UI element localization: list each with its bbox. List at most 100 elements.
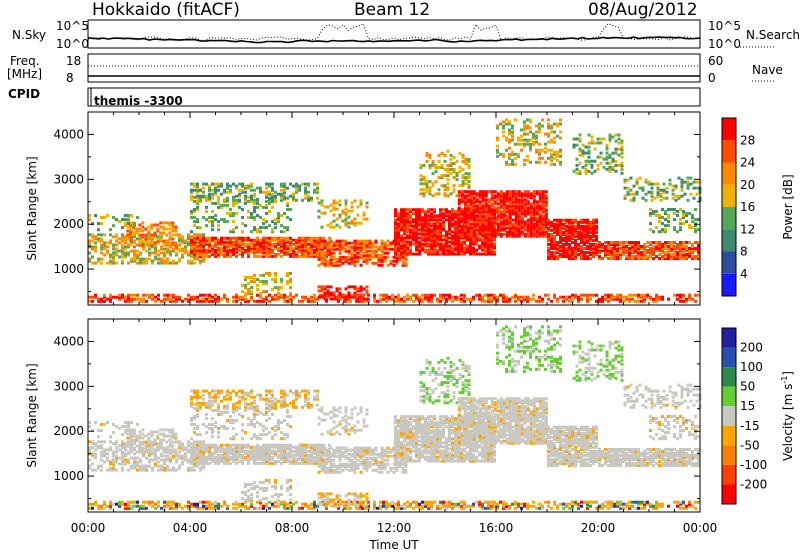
power-cell bbox=[283, 240, 286, 244]
power-cell bbox=[409, 240, 412, 244]
power-cell bbox=[562, 230, 565, 234]
power-cell bbox=[434, 192, 438, 196]
power-cell bbox=[241, 222, 244, 226]
power-cell bbox=[508, 130, 511, 134]
power-cell bbox=[144, 227, 148, 231]
power-cell bbox=[274, 271, 277, 275]
power-cell bbox=[253, 299, 256, 303]
power-cell bbox=[605, 161, 609, 165]
power-cell bbox=[505, 192, 509, 196]
velocity-cell bbox=[157, 500, 160, 504]
power-cell bbox=[514, 152, 517, 156]
power-cell bbox=[686, 186, 690, 190]
power-cell bbox=[172, 295, 175, 299]
power-cell bbox=[484, 198, 488, 202]
power-cell bbox=[493, 212, 496, 216]
power-cell bbox=[406, 222, 409, 226]
velocity-cell bbox=[358, 502, 361, 506]
velocity-cell bbox=[211, 506, 214, 510]
power-cell bbox=[406, 226, 409, 230]
power-cell bbox=[556, 299, 559, 303]
power-cell bbox=[694, 218, 697, 222]
power-cell bbox=[406, 248, 409, 252]
power-cell bbox=[502, 152, 505, 156]
power-cell bbox=[332, 213, 336, 217]
power-cell bbox=[469, 192, 473, 196]
velocity-cell bbox=[607, 500, 610, 504]
power-cell bbox=[175, 245, 178, 249]
power-cell bbox=[667, 214, 670, 217]
power-cell bbox=[181, 239, 184, 243]
power-cell bbox=[412, 230, 415, 234]
power-cell bbox=[523, 202, 527, 206]
power-cell bbox=[154, 251, 157, 255]
power-cell bbox=[541, 190, 545, 194]
power-cell bbox=[502, 130, 505, 134]
power-cell bbox=[320, 211, 324, 215]
power-cell bbox=[487, 230, 491, 234]
power-cell bbox=[335, 297, 339, 301]
power-cell bbox=[676, 245, 679, 248]
power-cell bbox=[229, 240, 232, 244]
power-cell bbox=[622, 295, 625, 299]
power-cell bbox=[400, 226, 403, 230]
power-cell bbox=[523, 126, 526, 130]
power-cell bbox=[463, 202, 467, 206]
power-cell bbox=[310, 196, 313, 200]
velocity-cell bbox=[319, 500, 322, 504]
power-cell bbox=[454, 242, 457, 246]
power-cell bbox=[132, 233, 136, 237]
power-cell bbox=[478, 212, 481, 216]
power-cell bbox=[397, 234, 400, 238]
power-cell bbox=[344, 249, 348, 253]
power-cell bbox=[389, 261, 393, 265]
power-cell bbox=[190, 188, 193, 192]
power-cell bbox=[265, 226, 268, 230]
power-cell bbox=[433, 234, 436, 238]
power-cell bbox=[374, 251, 378, 255]
power-cell bbox=[362, 255, 366, 259]
power-cell bbox=[601, 299, 604, 303]
power-cell bbox=[673, 208, 676, 211]
power-cell bbox=[250, 212, 253, 215]
power-cell bbox=[133, 241, 136, 245]
power-cell bbox=[147, 229, 151, 233]
power-cell bbox=[592, 234, 595, 238]
power-cell bbox=[646, 245, 649, 248]
power-cell bbox=[484, 206, 488, 210]
power-cell bbox=[487, 208, 491, 212]
power-cell bbox=[332, 293, 336, 297]
power-cell bbox=[622, 247, 625, 250]
power-cell bbox=[571, 228, 574, 232]
power-cell bbox=[550, 234, 553, 238]
power-cell bbox=[262, 282, 265, 285]
power-cell bbox=[338, 263, 342, 267]
power-cell bbox=[280, 250, 283, 254]
power-cell bbox=[211, 192, 214, 196]
power-cell bbox=[286, 208, 289, 211]
velocity-cell bbox=[688, 502, 691, 506]
power-cell bbox=[244, 250, 247, 254]
power-cell bbox=[418, 248, 421, 252]
power-cell bbox=[547, 238, 550, 242]
power-cell bbox=[202, 238, 205, 242]
power-cell bbox=[523, 234, 527, 238]
power-cell bbox=[511, 295, 514, 299]
power-cell bbox=[419, 192, 423, 196]
power-cell bbox=[277, 214, 280, 217]
power-cell bbox=[129, 223, 133, 227]
power-cell bbox=[241, 190, 244, 194]
power-cell bbox=[244, 292, 247, 296]
power-cell bbox=[550, 162, 553, 166]
power-cell bbox=[520, 198, 524, 202]
velocity-cell bbox=[430, 504, 433, 508]
power-cell bbox=[421, 216, 424, 220]
power-cell bbox=[514, 118, 517, 122]
power-cell bbox=[323, 297, 327, 301]
power-cell bbox=[427, 216, 430, 220]
velocity-cell bbox=[202, 500, 205, 504]
velocity-cell bbox=[175, 502, 178, 506]
power-cell bbox=[208, 297, 211, 301]
power-cell bbox=[529, 192, 533, 196]
velocity-cell bbox=[676, 500, 679, 504]
